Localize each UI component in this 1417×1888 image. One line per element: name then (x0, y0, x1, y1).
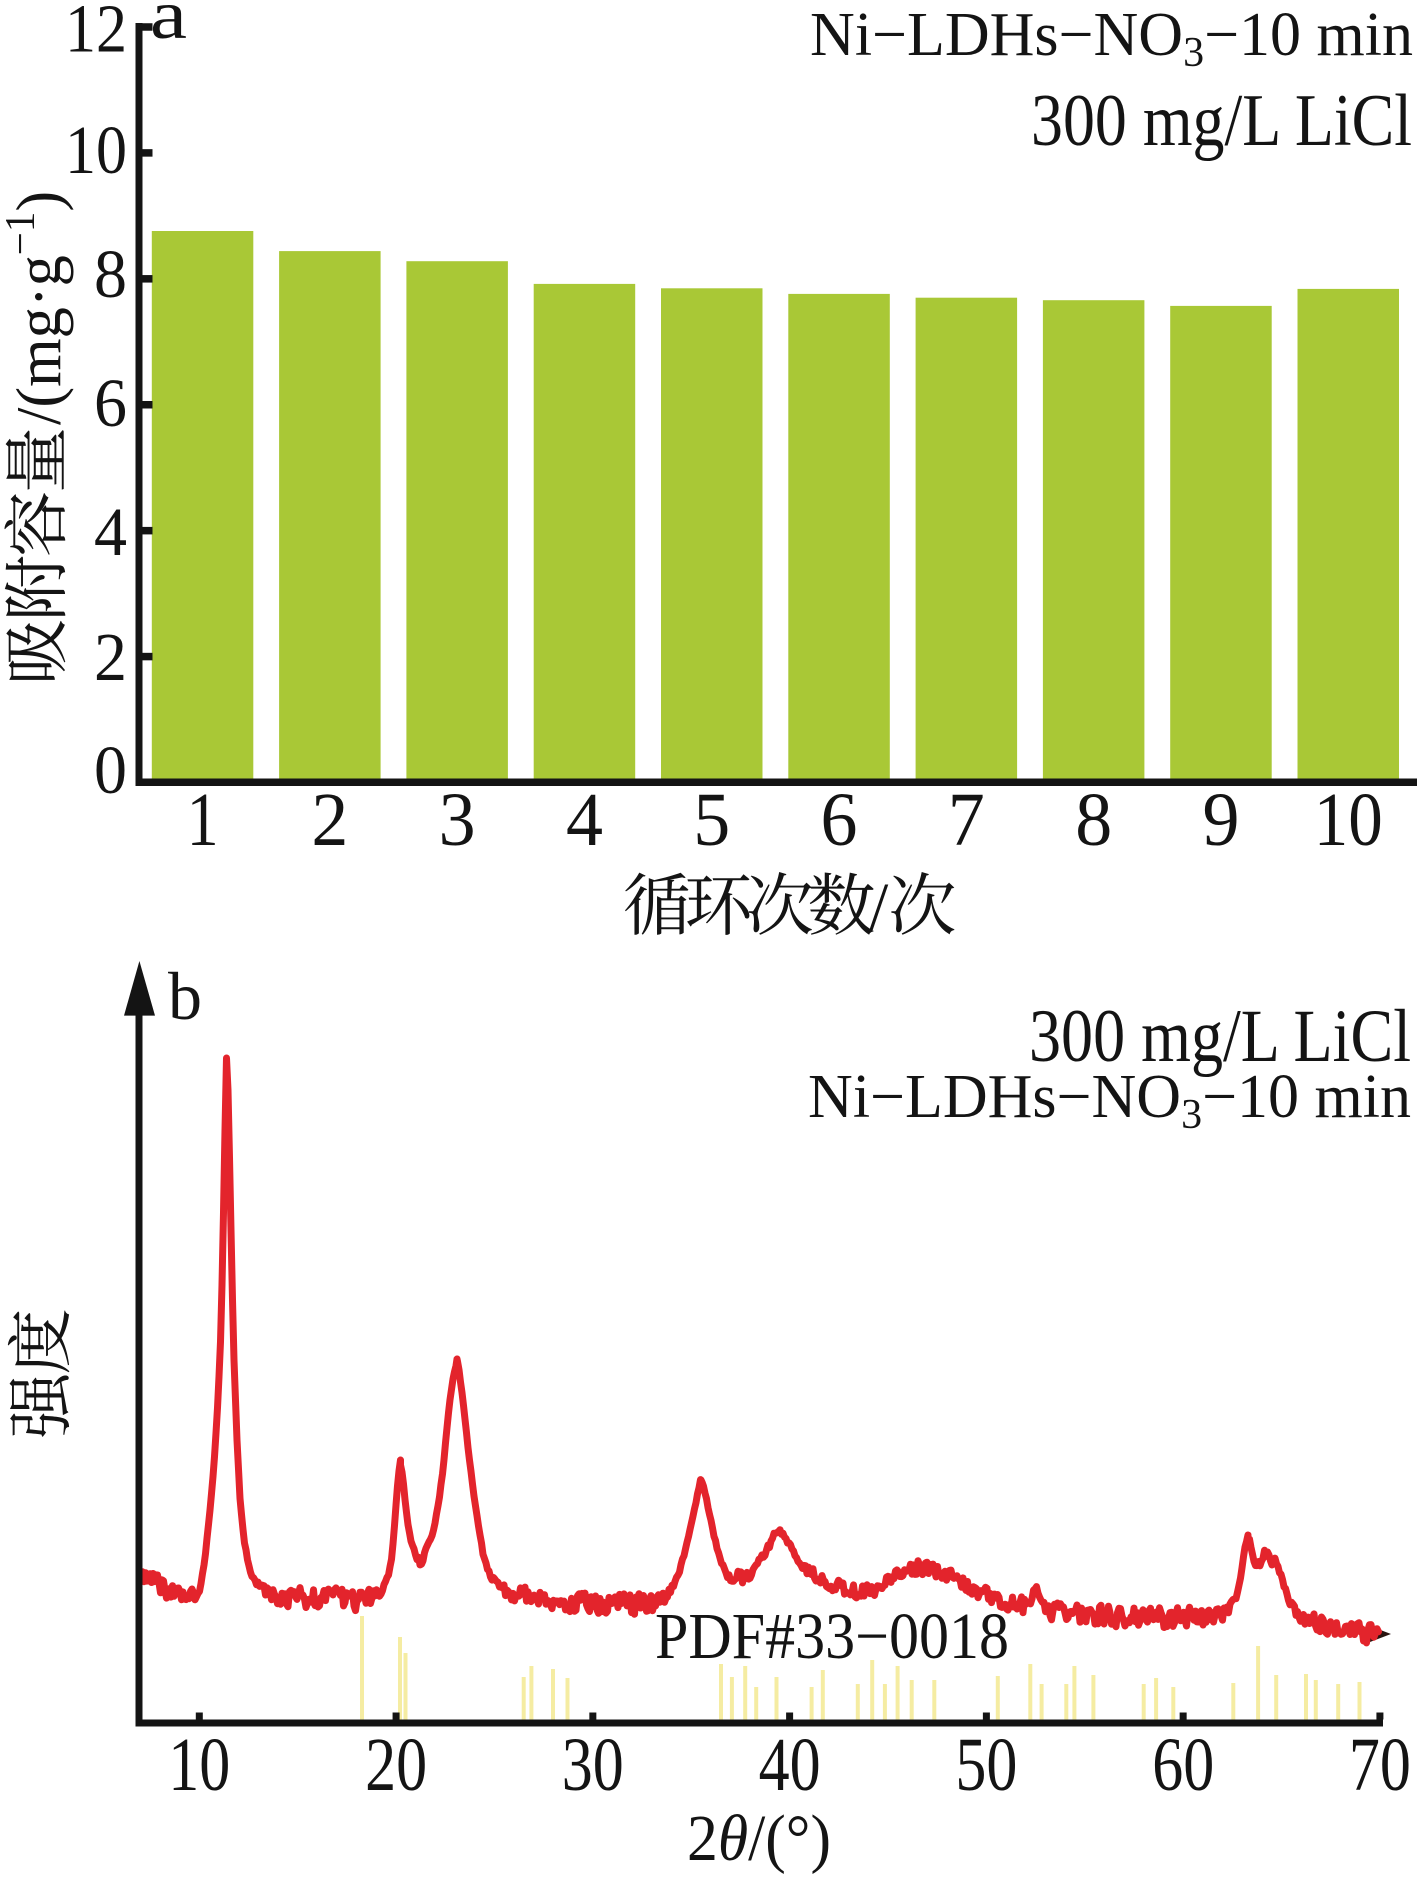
svg-text:70: 70 (1349, 1723, 1411, 1807)
svg-text:4: 4 (566, 778, 603, 862)
svg-text:2: 2 (311, 778, 348, 862)
svg-text:Ni−LDHs−NO3−10 min: Ni−LDHs−NO3−10 min (810, 1, 1413, 76)
svg-text:9: 9 (1203, 778, 1240, 862)
svg-text:10: 10 (1314, 778, 1383, 862)
svg-text:0: 0 (94, 732, 127, 808)
svg-text:40: 40 (759, 1723, 821, 1807)
svg-text:8: 8 (94, 236, 127, 312)
svg-text:20: 20 (365, 1723, 427, 1807)
svg-text:a: a (150, 0, 187, 54)
svg-text:10: 10 (168, 1723, 230, 1807)
svg-text:60: 60 (1152, 1723, 1214, 1807)
svg-text:300 mg/L LiCl: 300 mg/L LiCl (1031, 80, 1412, 162)
svg-text:8: 8 (1075, 778, 1112, 862)
svg-text:2θ/(°): 2θ/(°) (687, 1802, 831, 1875)
svg-text:50: 50 (955, 1723, 1017, 1807)
svg-text:12: 12 (65, 0, 127, 67)
svg-text:10: 10 (65, 112, 127, 188)
svg-text:2: 2 (94, 619, 127, 695)
svg-text:7: 7 (948, 778, 985, 862)
svg-text:6: 6 (94, 365, 127, 441)
svg-text:b: b (168, 958, 202, 1034)
svg-text:Ni−LDHs−NO3−10 min: Ni−LDHs−NO3−10 min (808, 1063, 1411, 1138)
svg-text:30: 30 (562, 1723, 624, 1807)
svg-text:3: 3 (439, 778, 476, 862)
svg-text:4: 4 (94, 494, 127, 570)
svg-text:/: / (869, 869, 888, 945)
svg-text:1: 1 (187, 778, 219, 862)
svg-text:PDF#33−0018: PDF#33−0018 (655, 1600, 1009, 1673)
svg-text:6: 6 (821, 778, 858, 862)
svg-text:5: 5 (693, 778, 730, 862)
